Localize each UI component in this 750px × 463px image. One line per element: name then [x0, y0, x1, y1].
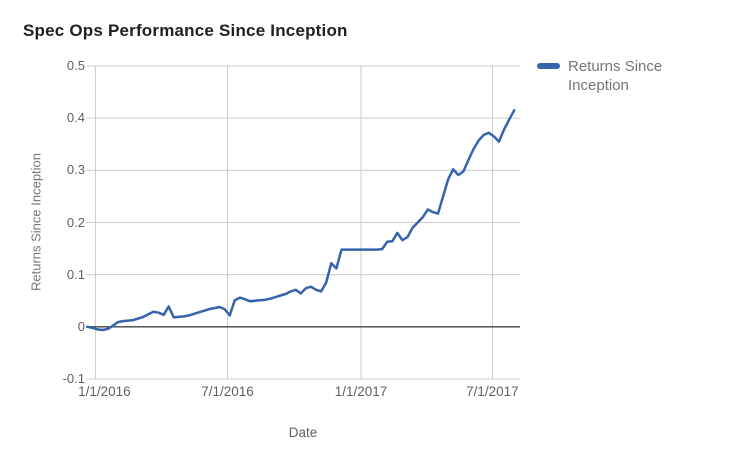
x-tick-label: 1/1/2016	[78, 384, 131, 399]
plot-area	[86, 65, 520, 380]
y-tick-label: -0.1	[62, 371, 85, 386]
plot-svg	[86, 65, 520, 380]
y-tick-label: 0.2	[66, 214, 85, 230]
y-tick-label: 0.5	[66, 58, 85, 73]
y-tick-label: 0.4	[66, 110, 85, 126]
y-tick-label: 0	[77, 318, 85, 334]
y-tick-label: 0.3	[66, 162, 85, 178]
y-tick-label: 0.1	[66, 266, 85, 282]
x-tick-label: 7/1/2016	[201, 384, 254, 399]
x-tick-label: 1/1/2017	[334, 384, 388, 399]
legend-series-label: Returns Since Inception	[568, 58, 663, 94]
x-tick-label: 7/1/2017	[466, 384, 519, 399]
legend: Returns Since Inception	[537, 57, 686, 95]
y-axis-title: Returns Since Inception	[28, 152, 44, 292]
returns-series-line	[86, 109, 516, 332]
x-axis-title: Date	[288, 425, 318, 440]
legend-series-swatch	[537, 63, 560, 69]
chart-title: Spec Ops Performance Since Inception	[23, 21, 348, 40]
